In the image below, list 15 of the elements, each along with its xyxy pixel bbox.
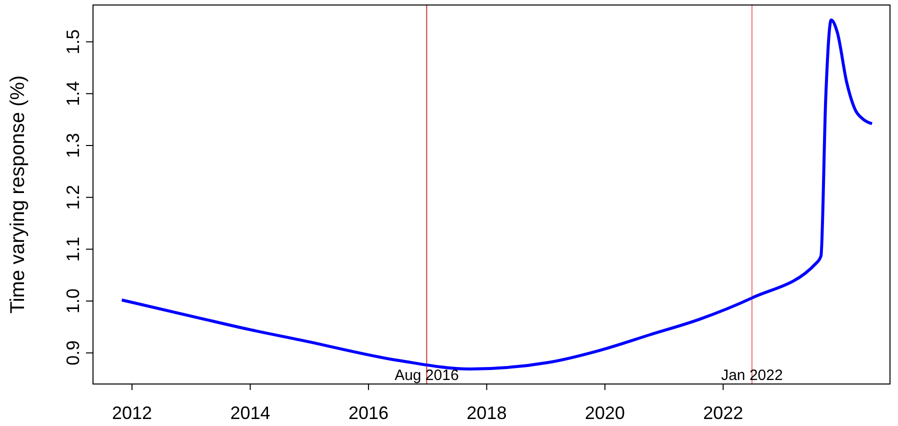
x-tick-label: 2018 — [466, 403, 507, 423]
x-tick-label: 2022 — [703, 403, 744, 423]
y-tick-label: 1.5 — [63, 29, 83, 54]
y-tick-label: 1.3 — [63, 132, 83, 158]
y-tick-label: 1.0 — [63, 288, 83, 314]
y-tick-label: 1.2 — [63, 184, 83, 210]
y-tick-label: 1.1 — [63, 236, 83, 262]
x-tick-label: 2012 — [112, 403, 152, 423]
y-axis-title: Time varying response (%) — [7, 75, 29, 314]
line-series — [120, 18, 874, 370]
x-tick-label: 2016 — [348, 403, 388, 423]
x-tick-label: 2020 — [584, 403, 625, 423]
y-tick-label: 1.4 — [63, 81, 83, 106]
x-tick-label: 2014 — [230, 403, 270, 423]
y-tick-label: 0.9 — [63, 340, 83, 366]
